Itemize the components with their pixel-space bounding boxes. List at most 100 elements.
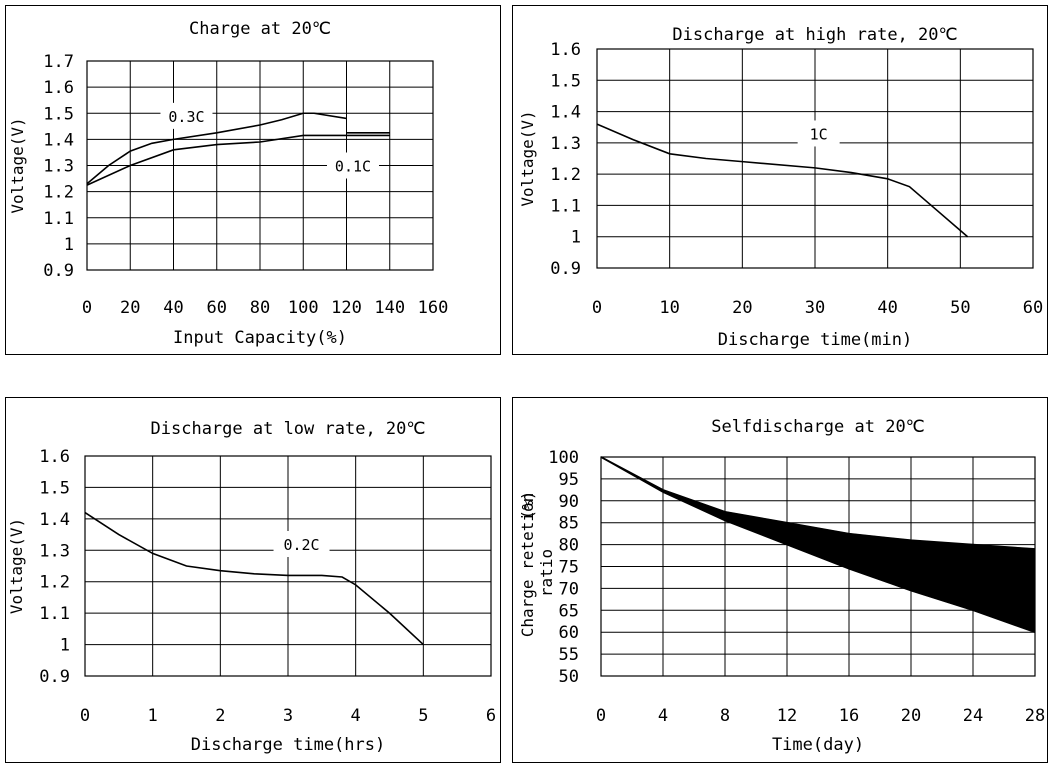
y-tick-label: 95 — [559, 470, 579, 490]
grid-lines — [84, 455, 492, 677]
low-rate-discharge-chart-svg: Discharge at low rate, 20℃ 0 1 2 3 4 5 6 0.9 1 1.1… — [7, 419, 496, 755]
y-tick-label: 1.3 — [39, 541, 70, 561]
y-tick-label: 1.5 — [39, 478, 70, 498]
y-tick-label: 1.7 — [43, 52, 74, 72]
high-rate-discharge-chart-svg: Discharge at high rate, 20℃ 0 10 20 30 40 50 60… — [518, 25, 1043, 350]
x-axis-label: Time(day) — [772, 735, 864, 755]
y-tick-label: 1.6 — [43, 78, 74, 98]
y-tick-label: 1.3 — [550, 134, 581, 154]
y-tick-label: 1 — [64, 235, 74, 255]
y-tick-label: 75 — [559, 558, 579, 578]
x-tick-label: 20 — [120, 298, 140, 318]
series-label: 0.3C — [168, 108, 204, 126]
y-tick-label: 70 — [559, 579, 579, 599]
x-tick-label: 20 — [732, 298, 752, 318]
x-tick-label: 5 — [418, 706, 428, 726]
grid-lines — [86, 60, 434, 271]
x-tick-label: 160 — [418, 298, 449, 318]
chart-title: Selfdischarge at 20℃ — [711, 417, 925, 437]
y-tick-label: 1.5 — [43, 104, 74, 124]
x-tick-label: 1 — [148, 706, 158, 726]
y-tick-label: 55 — [559, 645, 579, 665]
y-axis-label: Voltage(V) — [518, 110, 537, 206]
x-tick-label: 3 — [283, 706, 293, 726]
y-tick-label: 0.9 — [550, 259, 581, 279]
y-tick-label: 1 — [60, 636, 70, 656]
x-tick-label: 30 — [805, 298, 825, 318]
series-line-01C — [86, 134, 390, 186]
x-tick-label: 4 — [658, 706, 668, 726]
x-tick-label: 0 — [82, 298, 92, 318]
x-tick-label: 2 — [215, 706, 225, 726]
y-tick-label: 1.5 — [550, 71, 581, 91]
y-axis-label: Voltage(V) — [7, 518, 26, 614]
x-tick-label: 140 — [374, 298, 405, 318]
y-tick-label: 1.3 — [43, 157, 74, 177]
y-tick-label: 100 — [548, 448, 579, 468]
y-axis-label-line: ratio — [537, 549, 556, 597]
x-tick-label: 24 — [963, 706, 983, 726]
y-tick-label: 1.2 — [43, 183, 74, 203]
grid-lines — [596, 48, 1034, 269]
series-line-03C — [86, 112, 347, 185]
x-axis-label: Input Capacity(%) — [173, 328, 347, 348]
x-tick-label: 50 — [950, 298, 970, 318]
y-tick-label: 1.1 — [43, 209, 74, 229]
charge-chart-svg: Charge at 20℃ 0 20 40 60 80 100 120 140 160 0.9 1 1.… — [8, 19, 449, 348]
y-tick-label: 60 — [559, 623, 579, 643]
y-tick-label: 50 — [559, 667, 579, 687]
y-axis-label-line: Charge retetion — [518, 493, 537, 638]
y-tick-label: 1 — [571, 228, 581, 248]
x-tick-label: 80 — [250, 298, 270, 318]
x-tick-label: 10 — [659, 298, 679, 318]
selfdischarge-chart-svg: Selfdischarge at 20℃ 0 4 8 12 16 20 24 28 5055606… — [518, 417, 1045, 755]
y-tick-label: 85 — [559, 514, 579, 534]
charge-chart: Charge at 20℃ 0 20 40 60 80 100 120 140 160 0.9 1 1.… — [5, 5, 501, 355]
x-axis-label: Discharge time(min) — [718, 330, 912, 350]
y-tick-label: 1.1 — [39, 604, 70, 624]
y-tick-label: 0.9 — [43, 261, 74, 281]
x-tick-label: 4 — [351, 706, 361, 726]
y-tick-label: 1.6 — [550, 40, 581, 60]
y-tick-label: 1.4 — [39, 510, 70, 530]
y-tick-label: 0.9 — [39, 667, 70, 687]
series-label: 0.1C — [335, 158, 371, 176]
upper-bound-line — [600, 456, 1036, 550]
x-tick-label: 12 — [777, 706, 797, 726]
y-tick-label: 80 — [559, 536, 579, 556]
y-tick-label: 1.2 — [39, 573, 70, 593]
plot-frame — [84, 455, 492, 677]
x-tick-label: 8 — [720, 706, 730, 726]
lower-bound-line — [600, 456, 1036, 633]
x-tick-label: 20 — [901, 706, 921, 726]
x-tick-label: 40 — [877, 298, 897, 318]
x-tick-label: 0 — [596, 706, 606, 726]
selfdischarge-chart: Selfdischarge at 20℃ 0 4 8 12 16 20 24 28 50 55 60 6… — [512, 397, 1048, 763]
y-tick-label: 1.4 — [43, 130, 74, 150]
y-tick-label: 1.6 — [39, 447, 70, 467]
series-label-bg — [160, 102, 213, 129]
plot-frame — [86, 60, 434, 271]
low-rate-discharge-chart: Discharge at low rate, 20℃ 0 1 2 3 4 5 6 0.9 1 1.1… — [5, 397, 501, 763]
series-line-02C — [84, 511, 424, 646]
series-label: 0.2C — [283, 536, 319, 554]
y-tick-label: 1.1 — [550, 196, 581, 216]
x-tick-label: 40 — [163, 298, 183, 318]
x-tick-label: 120 — [331, 298, 362, 318]
plot-frame — [596, 48, 1034, 269]
chart-title: Discharge at low rate, 20℃ — [151, 419, 426, 439]
chart-title: Charge at 20℃ — [189, 19, 331, 39]
high-rate-discharge-chart: Discharge at high rate, 20℃ 0 10 20 30 40 50 60… — [512, 5, 1048, 355]
series-label-bg — [273, 531, 330, 557]
y-tick-label: 65 — [559, 601, 579, 621]
series-label: 1C — [810, 125, 828, 143]
series-line-1C — [596, 123, 969, 238]
x-tick-label: 100 — [288, 298, 319, 318]
y-axis-label: Voltage(V) — [8, 117, 27, 213]
y-axis-label-line: (%) — [518, 491, 537, 520]
x-axis-label: Discharge time(hrs) — [191, 735, 385, 755]
y-axis-label: Charge retetionratio (%) — [518, 491, 556, 638]
y-tick-label: 1.2 — [550, 165, 581, 185]
series-label-bg — [797, 120, 840, 147]
x-tick-label: 60 — [207, 298, 227, 318]
